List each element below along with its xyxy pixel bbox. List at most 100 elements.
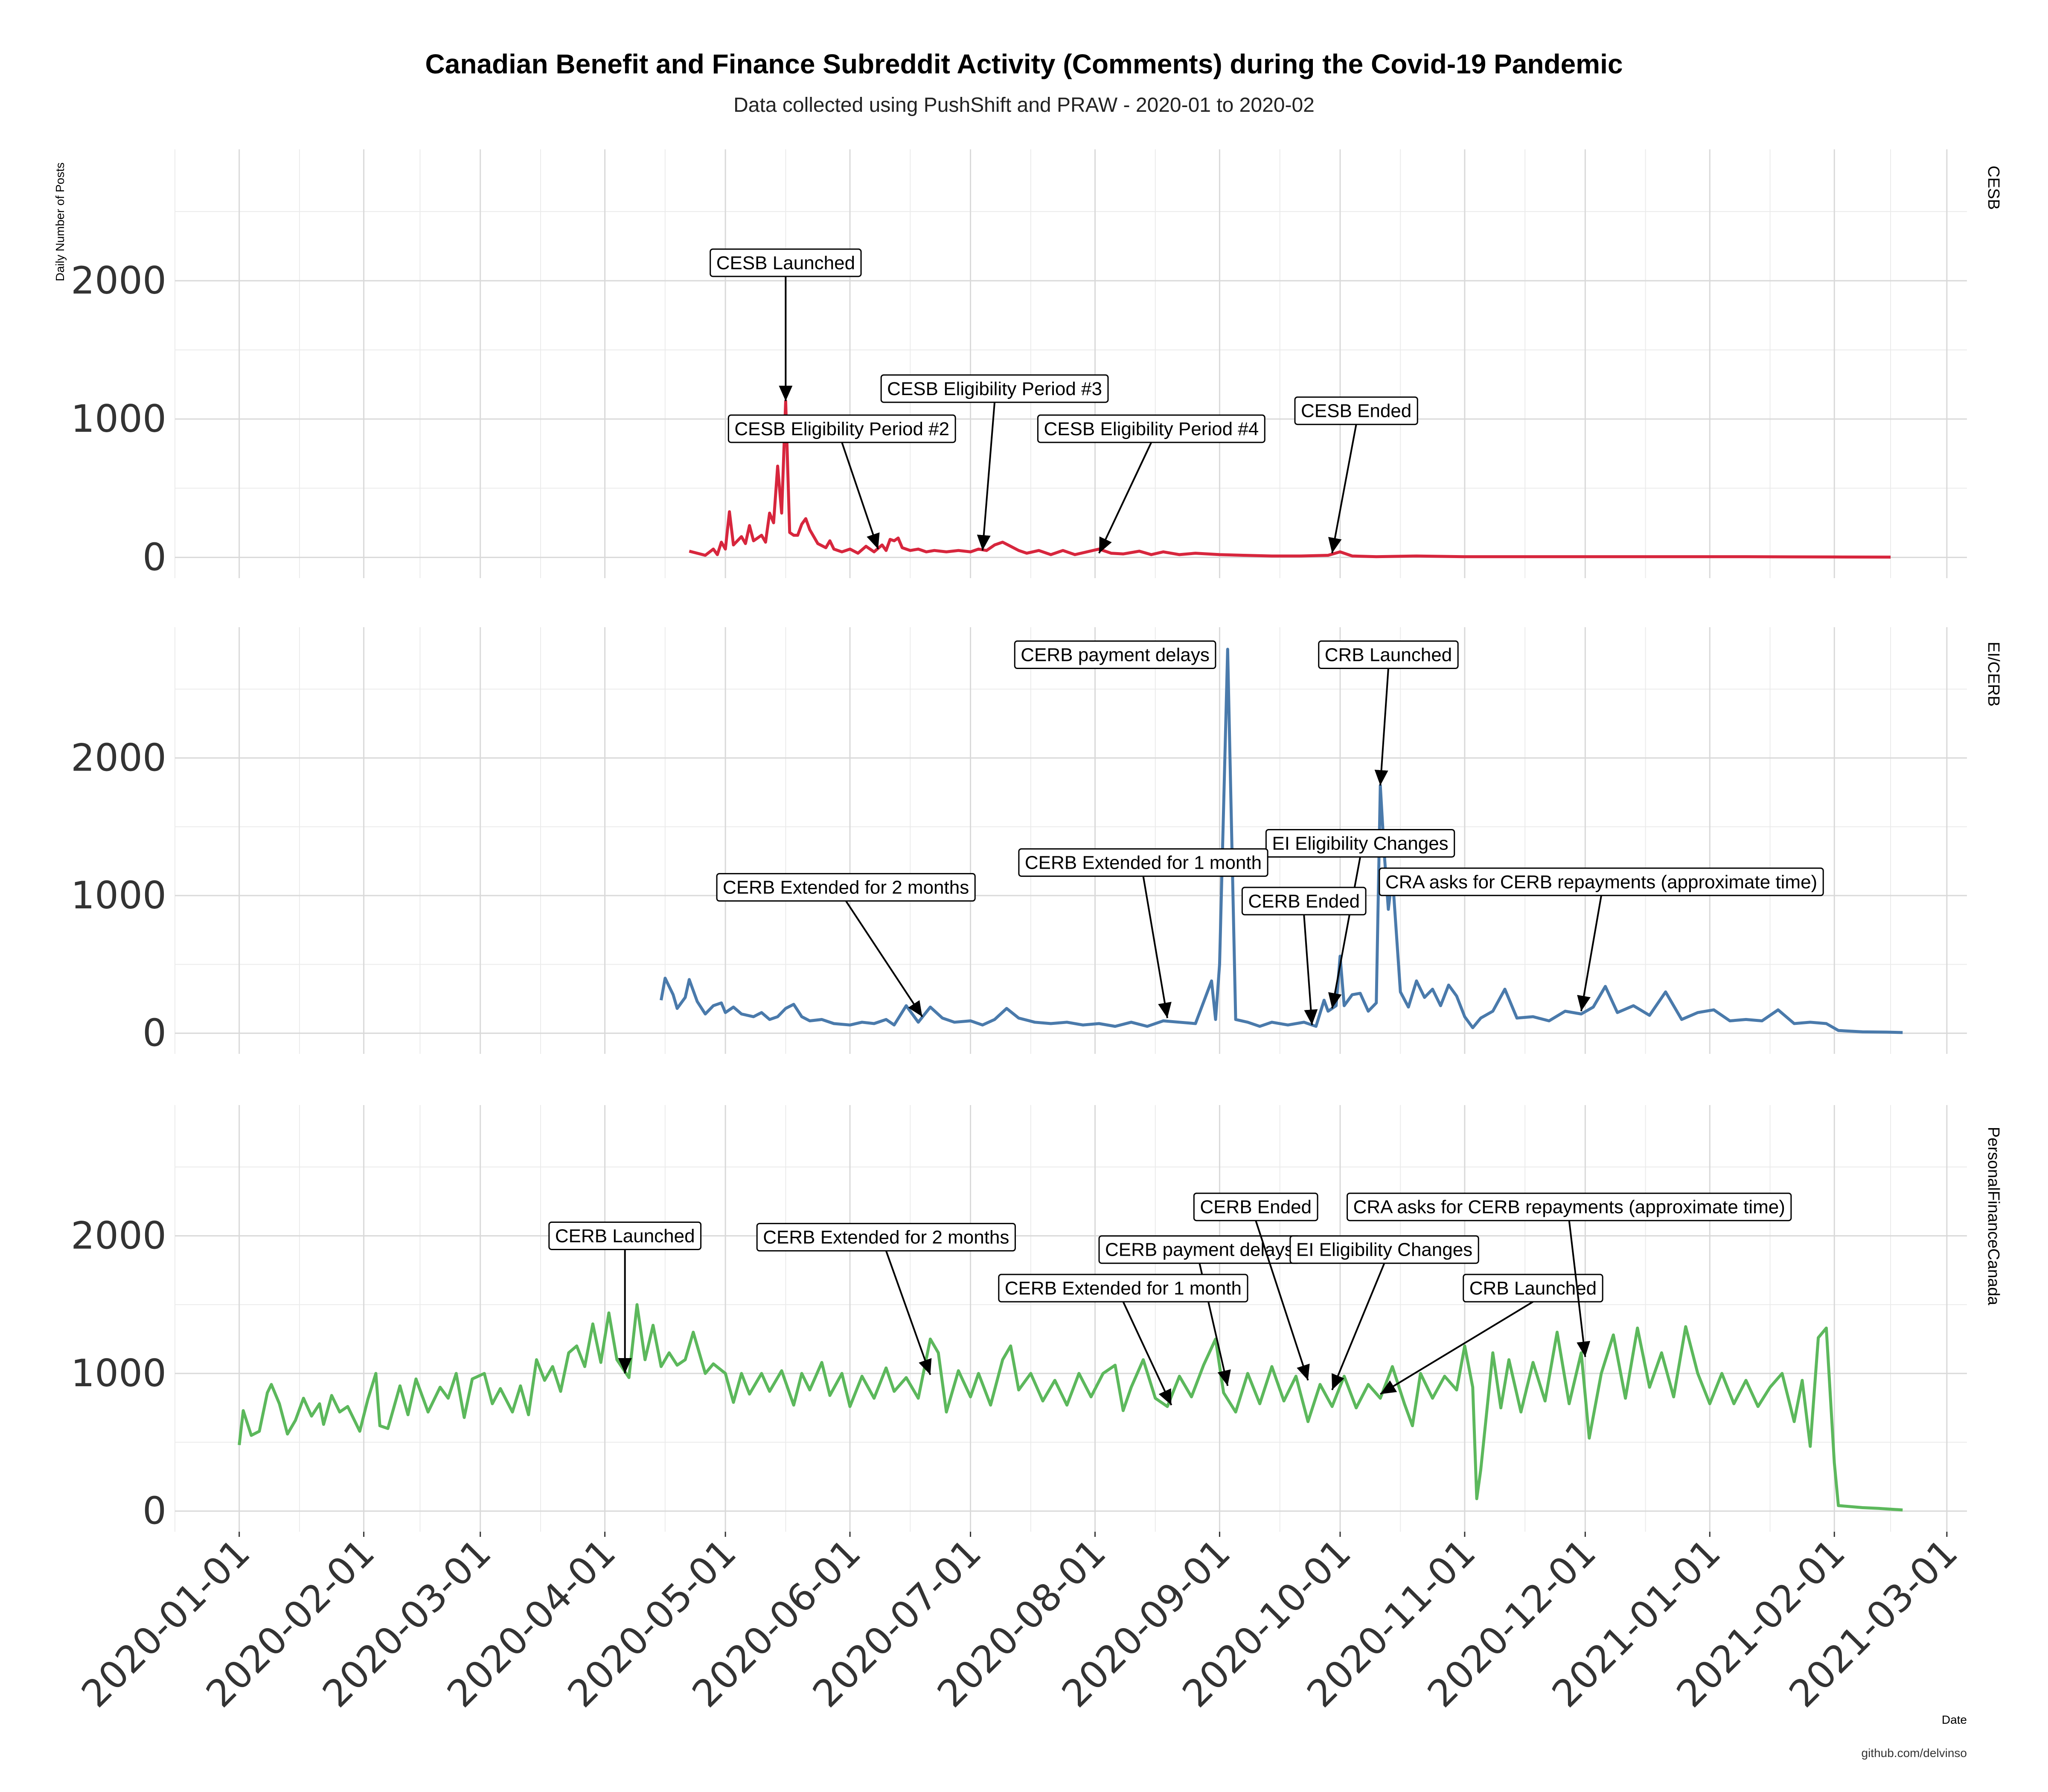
annotation-box bbox=[1318, 640, 1459, 669]
caption: github.com/delvinso bbox=[1862, 1746, 1967, 1760]
annotation-box bbox=[1289, 1235, 1479, 1264]
annotation: CERB Extended for 1 month bbox=[998, 1274, 1248, 1406]
annotation: CESB Eligibility Period #3 bbox=[880, 374, 1109, 551]
annotation-label: CESB Ended bbox=[1301, 401, 1411, 422]
annotation-arrow bbox=[845, 900, 923, 1018]
annotation-label: CERB Extended for 1 month bbox=[1005, 1278, 1242, 1299]
annotation-box bbox=[998, 1274, 1248, 1303]
y-tick-label: 1000 bbox=[71, 397, 166, 441]
annotation-box bbox=[1193, 1193, 1318, 1222]
annotation: CESB Ended bbox=[1294, 396, 1418, 554]
facet-panel: 0 1000 2000 PersonalFinanceCanada CERB Launc… bbox=[71, 1105, 2002, 1533]
y-tick-label: 2000 bbox=[71, 259, 166, 303]
annotation: CESB Eligibility Period #4 bbox=[1037, 414, 1265, 554]
annotation-arrow bbox=[1122, 1301, 1172, 1406]
annotation: CERB Launched bbox=[548, 1221, 702, 1374]
annotation-label: CERB Ended bbox=[1248, 891, 1360, 912]
annotation: CRB Launched bbox=[1318, 640, 1459, 786]
annotation-arrow bbox=[1142, 876, 1172, 1018]
y-tick-label: 2000 bbox=[71, 736, 166, 780]
annotation: CRB Launched bbox=[1380, 1274, 1603, 1395]
annotation: CERB payment delays bbox=[1098, 1235, 1301, 1386]
y-tick-label: 1000 bbox=[71, 1351, 166, 1395]
y-tick-label: 0 bbox=[143, 535, 166, 579]
annotation: CERB Extended for 2 months bbox=[716, 873, 976, 1018]
annotation-arrow bbox=[977, 402, 996, 551]
annotation-box bbox=[1379, 867, 1824, 896]
annotation-label: CESB Launched bbox=[716, 253, 855, 273]
annotation: CRA asks for CERB repayments (approximat… bbox=[1379, 867, 1824, 1012]
series-line bbox=[660, 648, 1903, 1034]
series-line bbox=[238, 1303, 1903, 1512]
annotation-label: CESB Eligibility Period #4 bbox=[1044, 419, 1259, 439]
y-tick-label: 2000 bbox=[71, 1213, 166, 1257]
facet-strip-label: PersonalFinanceCanada bbox=[1984, 1127, 2002, 1306]
annotation-box bbox=[1018, 848, 1268, 877]
annotation-box bbox=[880, 374, 1109, 403]
annotation-arrow bbox=[1098, 442, 1152, 554]
annotation: EI Eligibility Changes bbox=[1289, 1235, 1479, 1391]
annotation: CERB payment delays bbox=[1014, 640, 1216, 669]
annotation-arrow bbox=[1380, 1301, 1533, 1395]
facets: 0 1000 2000 CESB CESB Launched CESB Eligibili… bbox=[71, 149, 2002, 1533]
y-tick-label: 0 bbox=[143, 1011, 166, 1055]
facet-strip-label: CESB bbox=[1984, 166, 2002, 209]
annotation-label: CERB Extended for 2 months bbox=[763, 1227, 1009, 1248]
annotation-label: CERB Ended bbox=[1200, 1197, 1312, 1218]
annotation-box bbox=[1265, 829, 1455, 858]
annotation-label: EI Eligibility Changes bbox=[1296, 1239, 1472, 1260]
annotation-arrow bbox=[1374, 668, 1389, 786]
annotation: CERB Ended bbox=[1241, 887, 1367, 1025]
chart-subtitle: Data collected using PushShift and PRAW … bbox=[733, 94, 1315, 116]
annotation-label: CRB Launched bbox=[1469, 1278, 1597, 1299]
annotation-label: CRA asks for CERB repayments (approximat… bbox=[1385, 872, 1817, 893]
annotation-label: CERB Extended for 2 months bbox=[723, 877, 969, 898]
annotation-arrow bbox=[1328, 857, 1361, 1009]
chart-title: Canadian Benefit and Finance Subreddit A… bbox=[425, 49, 1623, 79]
annotation-label: CERB Launched bbox=[555, 1225, 695, 1246]
annotation-box bbox=[756, 1223, 1016, 1252]
facet-panel: 0 1000 2000 EI/CERB CERB payment delays CRB L… bbox=[71, 627, 2002, 1055]
y-axis-label: Daily Number of Posts bbox=[53, 163, 67, 282]
annotation: CERB Extended for 2 months bbox=[756, 1223, 1016, 1375]
x-axis-label: Date bbox=[1942, 1713, 1967, 1726]
annotation: CERB Ended bbox=[1193, 1193, 1318, 1381]
annotation-arrow bbox=[1331, 1263, 1385, 1391]
annotation-label: CRA asks for CERB repayments (approximat… bbox=[1353, 1197, 1785, 1218]
facet-panel: 0 1000 2000 CESB CESB Launched CESB Eligibili… bbox=[71, 149, 2002, 579]
annotation-box bbox=[1241, 887, 1367, 916]
annotation: EI Eligibility Changes bbox=[1265, 829, 1455, 1009]
annotation-box bbox=[727, 414, 956, 443]
annotation: CESB Eligibility Period #2 bbox=[727, 414, 956, 550]
annotation-label: CERB Extended for 1 month bbox=[1025, 852, 1262, 873]
annotation-label: CESB Eligibility Period #3 bbox=[887, 378, 1102, 399]
annotation-label: CESB Eligibility Period #2 bbox=[734, 419, 949, 439]
annotation: CESB Launched bbox=[710, 248, 862, 401]
annotation-arrow bbox=[1568, 1220, 1591, 1357]
annotation-box bbox=[1294, 396, 1418, 425]
facet-strip-label: EI/CERB bbox=[1984, 642, 2002, 707]
annotation-arrow bbox=[1328, 424, 1357, 554]
annotation-box bbox=[716, 873, 976, 902]
annotation-box bbox=[1347, 1193, 1792, 1222]
annotation-box bbox=[1463, 1274, 1603, 1303]
annotation: CERB Extended for 1 month bbox=[1018, 848, 1268, 1018]
annotation-arrow bbox=[885, 1251, 932, 1375]
series-line bbox=[689, 399, 1891, 559]
annotation-arrow bbox=[1255, 1220, 1310, 1381]
annotation-box bbox=[1014, 640, 1216, 669]
annotation-label: CERB payment delays bbox=[1021, 645, 1210, 666]
annotation-arrow bbox=[1303, 914, 1318, 1025]
annotation-arrow bbox=[841, 442, 880, 550]
y-tick-label: 0 bbox=[143, 1489, 166, 1533]
y-tick-label: 1000 bbox=[71, 873, 166, 917]
annotation-label: CRB Launched bbox=[1325, 645, 1452, 666]
annotation-box bbox=[710, 248, 862, 277]
annotation-box bbox=[1037, 414, 1265, 443]
annotation-arrow bbox=[1577, 895, 1603, 1012]
annotation-box bbox=[548, 1221, 702, 1250]
annotation: CRA asks for CERB repayments (approximat… bbox=[1347, 1193, 1792, 1357]
x-axis: 2020-01-012020-02-012020-03-012020-04-01… bbox=[73, 1530, 1966, 1716]
annotation-label: EI Eligibility Changes bbox=[1272, 833, 1448, 854]
